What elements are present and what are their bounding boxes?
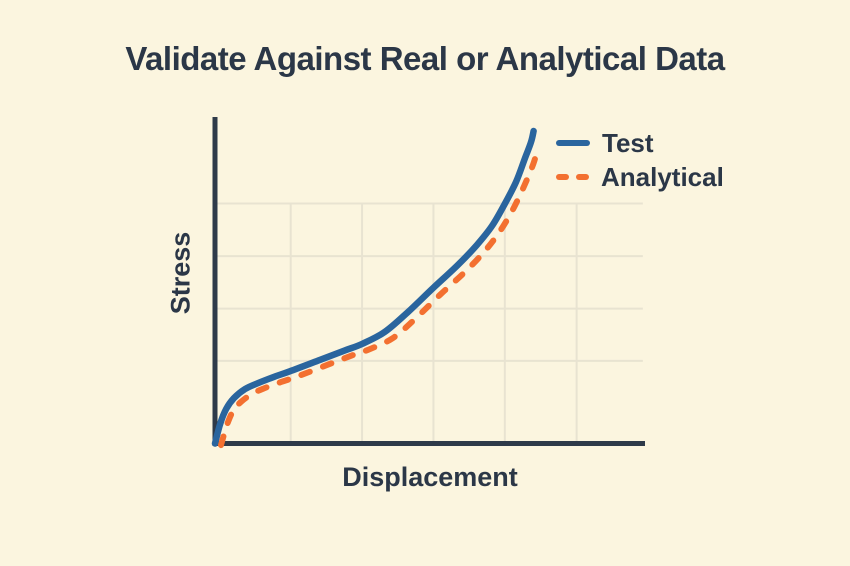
legend-label-analytical: Analytical bbox=[601, 162, 724, 192]
chart-title: Validate Against Real or Analytical Data bbox=[125, 40, 725, 77]
x-axis-label: Displacement bbox=[342, 462, 518, 492]
legend-dashed-line-swatch bbox=[556, 174, 589, 180]
y-axis-label: Stress bbox=[165, 231, 196, 315]
legend-solid-line-swatch bbox=[556, 140, 590, 146]
legend: Test Analytical bbox=[556, 126, 724, 194]
legend-item-test: Test bbox=[556, 126, 724, 160]
series-line-test bbox=[211, 127, 537, 447]
series-line-analytical bbox=[218, 156, 538, 449]
legend-item-analytical: Analytical bbox=[556, 160, 724, 194]
legend-label-test: Test bbox=[602, 128, 654, 158]
